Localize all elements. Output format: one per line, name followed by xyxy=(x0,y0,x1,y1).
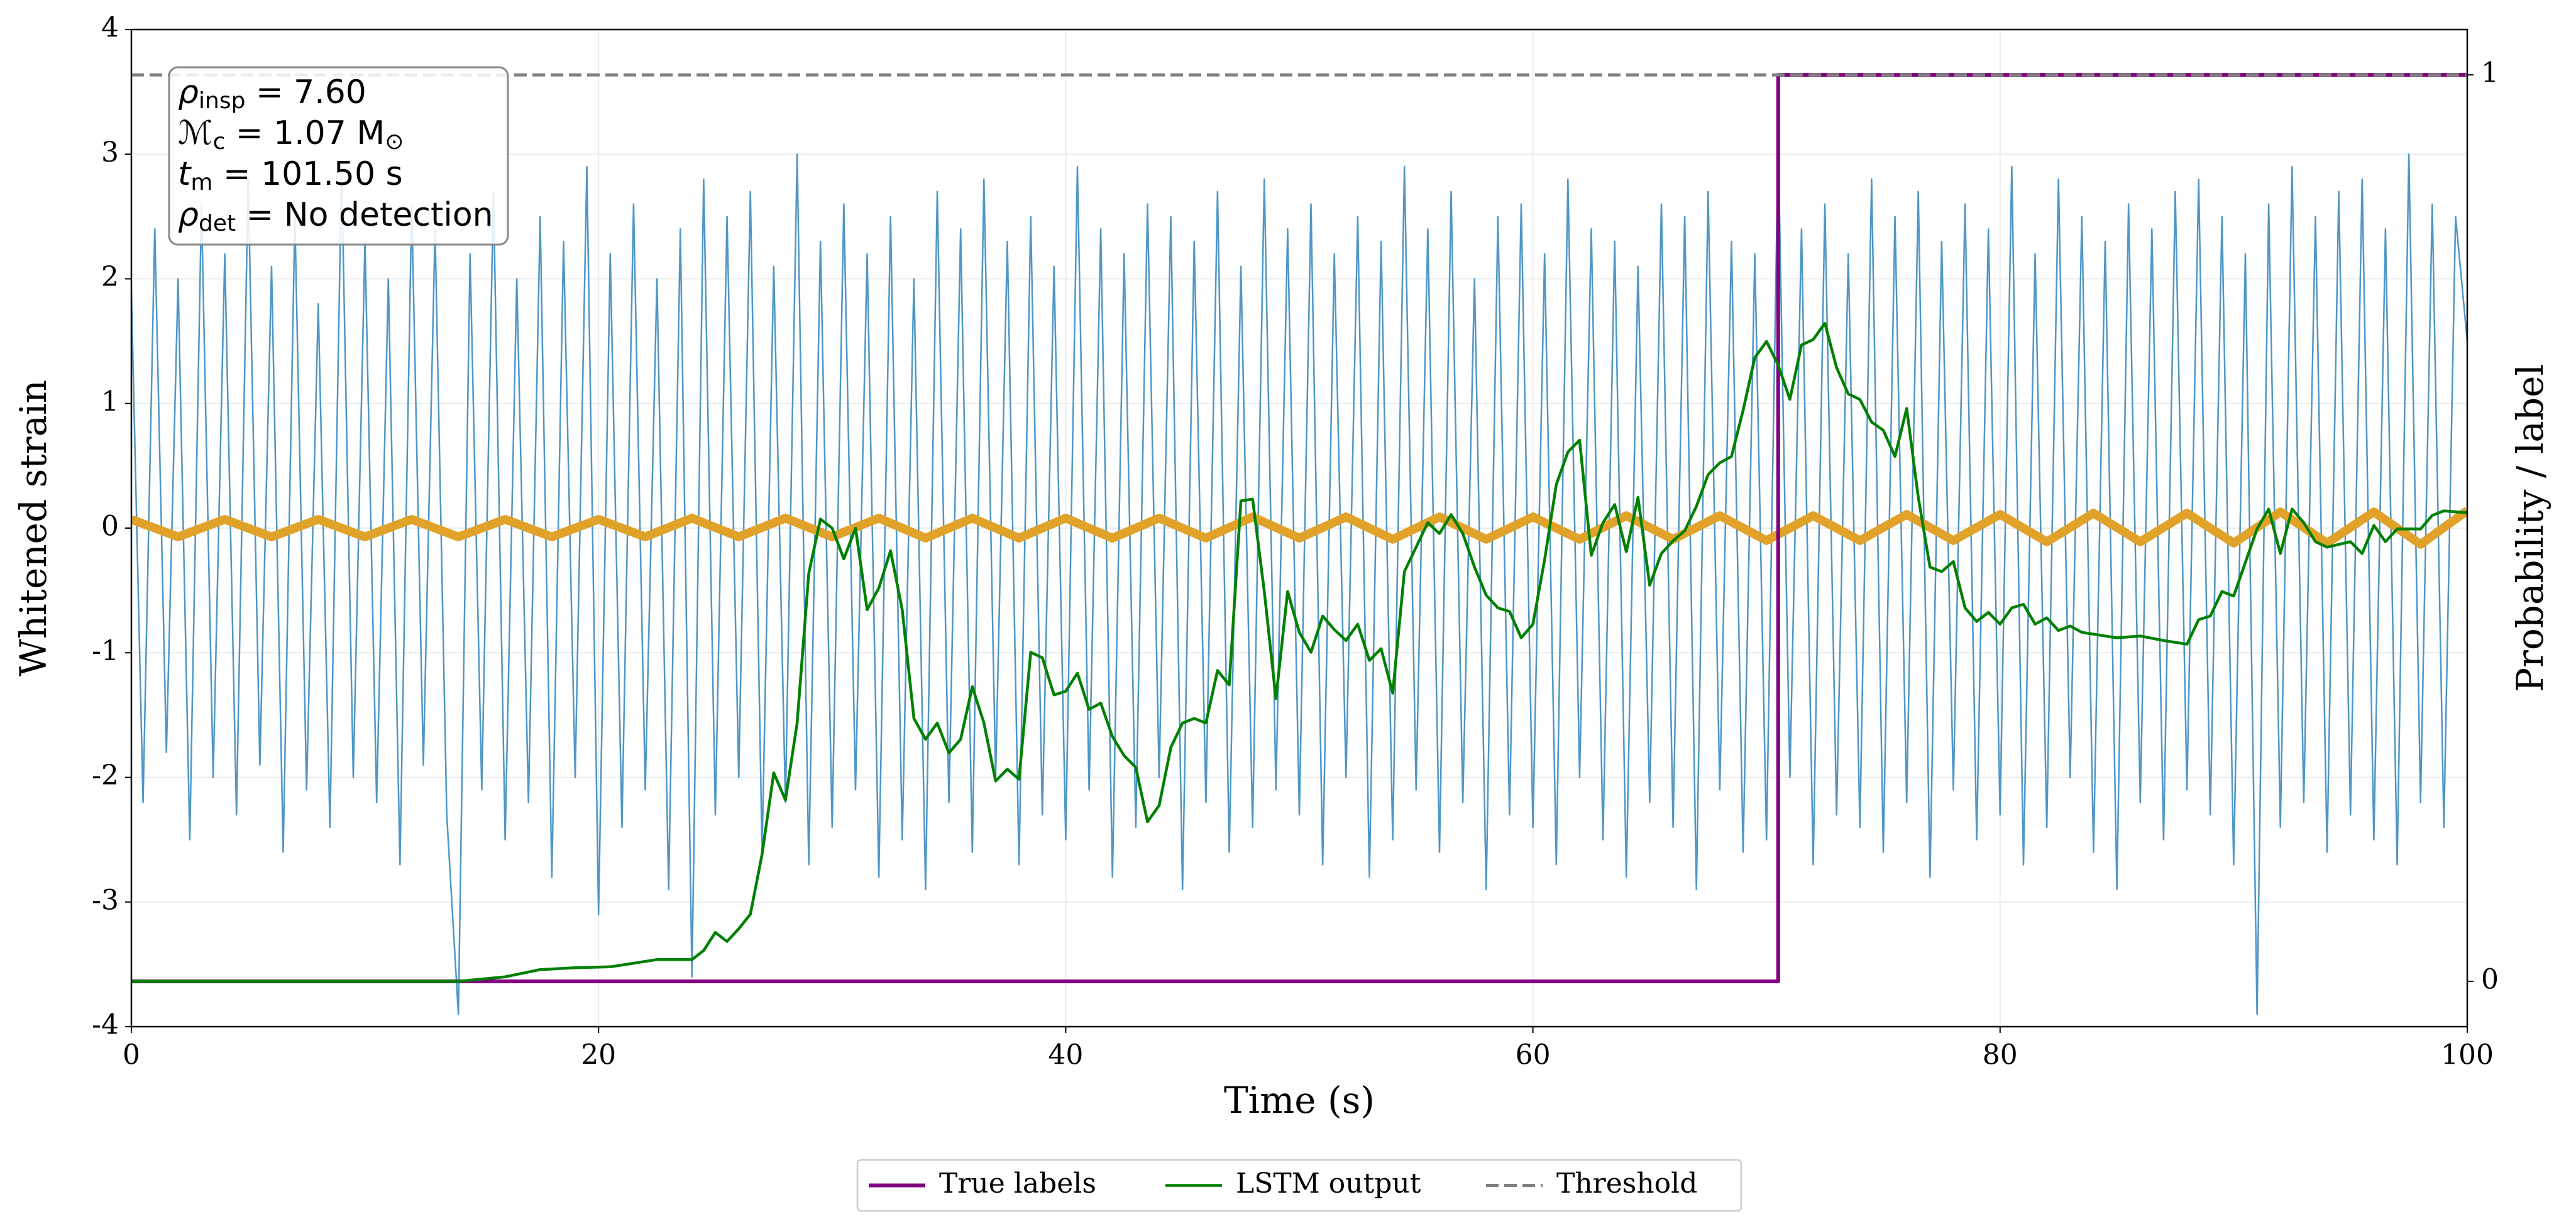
y-tick-label: 0 xyxy=(101,511,119,543)
annotation-line: tm = 101.50 s xyxy=(178,155,403,196)
x-tick-label: 20 xyxy=(581,1039,616,1071)
annotation-text: = 7.60 xyxy=(245,74,366,111)
x-tick-label: 100 xyxy=(2441,1039,2494,1071)
annotation-text: = 1.07 M xyxy=(225,114,385,152)
y-tick-label: -1 xyxy=(92,635,119,667)
annotation-line: ρinsp = 7.60 xyxy=(178,74,366,114)
annotation-sub: det xyxy=(199,211,236,236)
series-line xyxy=(131,141,2467,1015)
x-axis-label: Time (s) xyxy=(1224,1079,1375,1122)
annotation-sub: c xyxy=(213,129,226,155)
plot-frame xyxy=(130,28,2469,1028)
y-tick-label: 2 xyxy=(101,261,119,293)
annotation-line: ℳc = 1.07 M⊙ xyxy=(178,114,404,155)
x-tick-label: 60 xyxy=(1516,1039,1551,1071)
annotation-sub: ⊙ xyxy=(385,129,404,155)
annotation-box xyxy=(168,66,509,246)
y-tick-label: -4 xyxy=(92,1009,119,1041)
y-axis-label: Whitened strain xyxy=(12,380,55,676)
annotation-text: ℳ xyxy=(178,114,213,152)
annotation-text: ρ xyxy=(178,74,199,111)
legend-label: LSTM output xyxy=(1236,1168,1421,1200)
annotation-text: ρ xyxy=(178,196,199,234)
annotation-line: ρdet = No detection xyxy=(178,196,493,236)
y-tick-label: 3 xyxy=(101,136,119,168)
y-tick-label: -2 xyxy=(92,759,119,792)
series-line xyxy=(131,321,2467,983)
annotation-sub: m xyxy=(190,170,212,196)
series-line xyxy=(131,507,2467,549)
y-tick-label: 1 xyxy=(101,385,119,417)
y2-axis-label: Probability / label xyxy=(2509,364,2551,692)
legend-box xyxy=(856,1159,1742,1212)
annotation-text: = No detection xyxy=(236,196,493,234)
annotation-text: = 101.50 s xyxy=(212,155,402,193)
y2-tick-label: 1 xyxy=(2481,57,2499,89)
annotation-text: t xyxy=(178,155,192,193)
legend-label: Threshold xyxy=(1556,1168,1697,1200)
legend-label: True labels xyxy=(939,1168,1096,1200)
y-tick-label: 4 xyxy=(101,12,119,44)
x-tick-label: 40 xyxy=(1048,1039,1083,1071)
x-tick-label: 80 xyxy=(1983,1039,2018,1071)
annotation-sub: insp xyxy=(199,88,245,114)
y2-tick-label: 0 xyxy=(2481,963,2499,995)
x-tick-label: 0 xyxy=(123,1039,140,1071)
y-tick-label: -3 xyxy=(92,884,119,916)
